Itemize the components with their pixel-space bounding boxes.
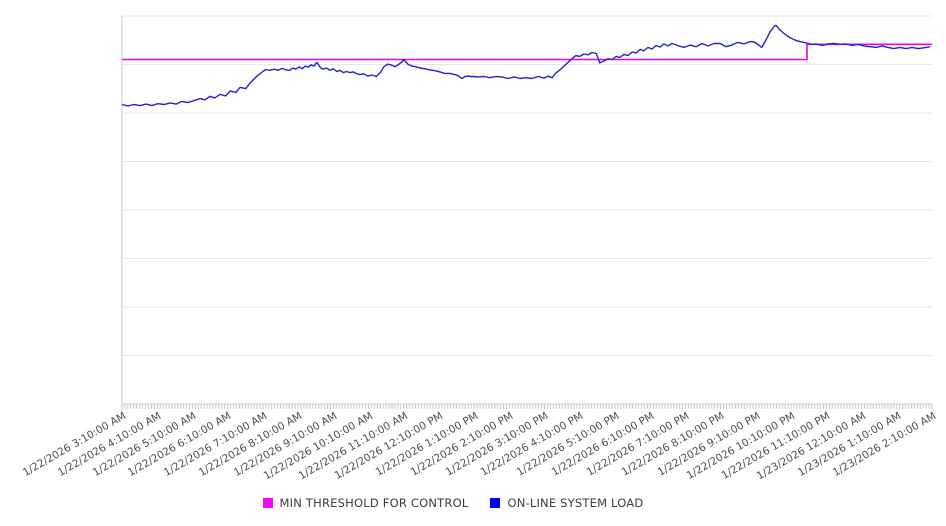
legend-swatch-blue-icon [490, 498, 501, 508]
threshold-line-series [122, 43, 932, 61]
legend-label: ON-LINE SYSTEM LOAD [507, 496, 644, 510]
legend-item-min-threshold[interactable]: MIN THRESHOLD FOR CONTROL [262, 496, 469, 510]
legend-item-online-system-load[interactable]: ON-LINE SYSTEM LOAD [490, 496, 643, 510]
system-load-series [121, 24, 931, 107]
chart-plot-area [121, 15, 933, 413]
chart-legend: MIN THRESHOLD FOR CONTROL ON-LINE SYSTEM… [0, 496, 926, 510]
legend-label: MIN THRESHOLD FOR CONTROL [279, 496, 469, 510]
legend-swatch-magenta-icon [262, 498, 273, 508]
